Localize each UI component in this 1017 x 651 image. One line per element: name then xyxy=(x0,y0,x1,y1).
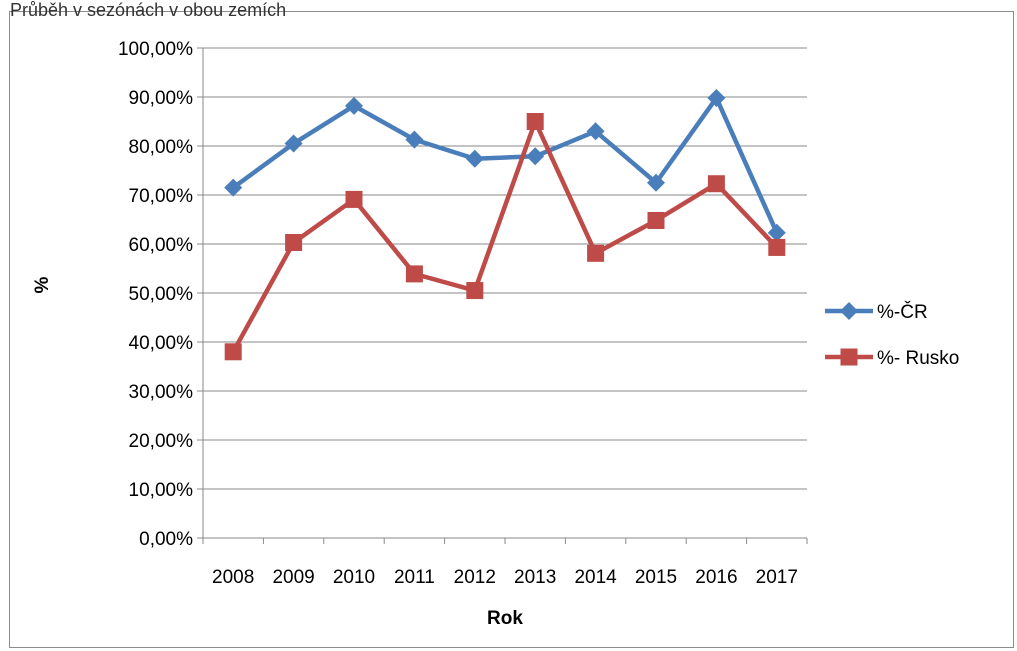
x-axis-title: Rok xyxy=(487,608,523,629)
data-point xyxy=(707,175,725,193)
x-tick-label: 2016 xyxy=(695,567,737,588)
x-tick-label: 2015 xyxy=(635,567,677,588)
y-tick-label: 10,00% xyxy=(129,480,194,501)
data-point xyxy=(526,113,544,130)
y-tick-label: 30,00% xyxy=(129,382,194,403)
x-tick-label: 2010 xyxy=(333,567,375,588)
line-chart: 0,00% 10,00% 20,00% 30,00% 40,00% 50,00% 60,00… xyxy=(32,39,959,629)
y-tick-label: 60,00% xyxy=(129,235,194,256)
y-tick-label: 80,00% xyxy=(129,137,194,158)
y-tick-label: 100,00% xyxy=(118,39,193,60)
x-tick-label: 2009 xyxy=(272,567,314,588)
data-point xyxy=(526,147,545,166)
x-tick-label: 2011 xyxy=(394,567,435,588)
data-point xyxy=(647,173,665,192)
y-tick-label: 70,00% xyxy=(129,186,194,207)
data-point xyxy=(224,178,243,197)
data-point xyxy=(586,122,605,141)
x-tick-label: 2013 xyxy=(514,567,556,588)
data-point xyxy=(465,149,484,168)
chart-frame: Průběh v sezónách v obou zemích 0,00% 10,… xyxy=(9,0,1014,648)
legend-label: %- Rusko xyxy=(877,348,959,369)
data-point xyxy=(647,211,665,229)
legend-marker xyxy=(840,302,858,320)
data-point xyxy=(405,265,423,283)
x-tick-label: 2017 xyxy=(756,567,798,588)
y-tick-label: 90,00% xyxy=(129,88,194,109)
x-tick-label: 2008 xyxy=(212,567,254,588)
x-tick-label: 2014 xyxy=(574,567,617,588)
data-point xyxy=(284,134,303,153)
data-point xyxy=(285,234,303,252)
series-line-1 xyxy=(231,95,779,234)
data-point xyxy=(768,238,786,256)
data-point xyxy=(345,190,363,208)
legend-marker xyxy=(840,348,858,366)
cropped-caption: Průběh v sezónách v obou zemích xyxy=(10,0,287,20)
x-tick-label: 2012 xyxy=(454,567,496,588)
data-point xyxy=(767,223,786,242)
y-tick-label: 50,00% xyxy=(129,284,194,305)
y-tick-label: 0,00% xyxy=(139,529,193,550)
data-point xyxy=(707,88,726,107)
y-tick-label: 40,00% xyxy=(129,333,194,354)
data-point xyxy=(345,96,363,115)
y-axis-title: % xyxy=(32,276,53,293)
data-point xyxy=(466,282,484,300)
data-point xyxy=(224,343,242,361)
legend-label: %-ČR xyxy=(877,301,928,323)
series-line-2 xyxy=(231,119,779,353)
data-point xyxy=(405,130,424,149)
data-point xyxy=(587,244,605,262)
y-tick-label: 20,00% xyxy=(129,431,194,452)
